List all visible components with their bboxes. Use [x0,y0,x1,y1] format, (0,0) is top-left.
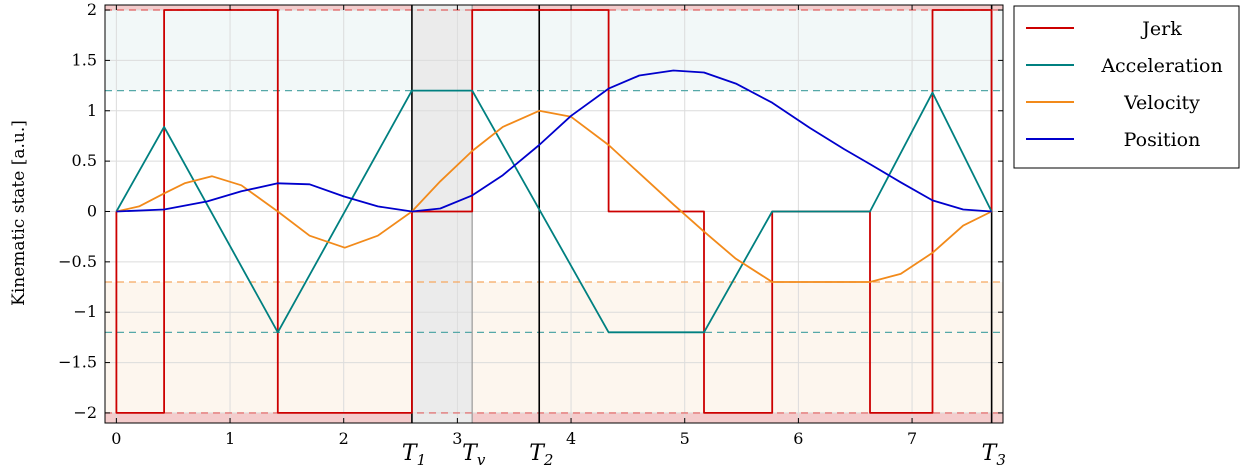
legend: Jerk Acceleration Velocity Position [1013,5,1240,169]
shaded-velocity-lower-band [105,281,1003,413]
y-tick-label-5: −0.5 [58,252,97,271]
marker-label-T3: T3 [982,441,1006,468]
x-tick-label-2: 2 [339,429,349,448]
marker-label-subscript: 2 [543,451,554,468]
y-tick-label-7: −1.5 [58,353,97,372]
y-tick-label-2: 1 [87,101,97,120]
shaded-acceleration-upper-band [105,10,1003,91]
y-tick-label-0: 2 [87,0,97,19]
legend-box [1013,5,1240,169]
x-tick-label-1: 1 [225,429,235,448]
legend-label-velocity: Velocity [1123,92,1200,114]
marker-label-base: T [402,441,419,466]
legend-label-jerk: Jerk [1140,18,1182,40]
x-tick-label-5: 5 [680,429,690,448]
legend-label-position: Position [1124,129,1201,151]
x-tick-label-0: 0 [111,429,121,448]
shaded-jerk-lower-band [105,412,1003,423]
plot-border [104,4,1004,424]
marker-label-Tv: Tv [462,441,486,468]
y-tick-label-3: 0.5 [72,151,97,170]
series-layer [115,9,993,414]
marker-label-base: T [982,441,999,466]
series-line-acceleration [115,89,993,334]
y-tick-label-1: 1.5 [72,50,97,69]
series-line-position [116,69,992,213]
marker-label-base: T [462,441,479,466]
tick-labels-layer: 0 1 2 3 4 5 6 721.510.50−0.5−1−1.5−2T1 Tv T2 T3 [58,0,1006,469]
shaded-coast-interval [411,5,473,423]
marker-label-T1: T1 [402,441,426,468]
y-axis-title: Kinematic state [a.u.] [9,120,29,306]
marker-label-T2: T2 [529,441,553,468]
marker-label-subscript: 3 [996,451,1006,468]
legend-label-acceleration: Acceleration [1100,55,1222,77]
marker-label-subscript: v [477,451,486,468]
background-layer [105,5,1003,423]
y-tick-label-4: 0 [87,201,97,220]
plot-frame [104,4,1004,424]
marker-label-base: T [529,441,546,466]
series-line-jerk [115,9,993,414]
x-tick-label-6: 6 [793,429,803,448]
x-tick-label-3: 3 [452,429,462,448]
marker-label-subscript: 1 [417,451,427,468]
x-tick-label-4: 4 [566,429,576,448]
x-tick-label-7: 7 [907,429,917,448]
y-tick-label-6: −1 [73,302,97,321]
shaded-jerk-upper-band [105,5,1003,11]
series-line-velocity [116,109,993,283]
y-tick-label-8: −2 [73,403,97,422]
